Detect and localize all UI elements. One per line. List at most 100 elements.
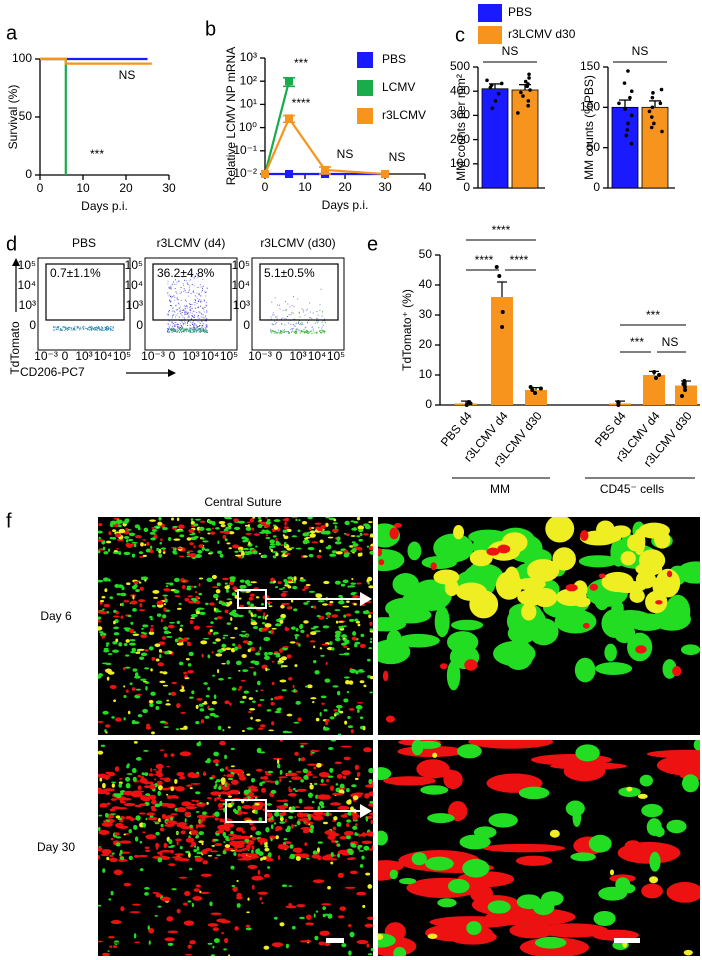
event-dot	[272, 324, 273, 325]
blob	[283, 838, 287, 840]
y-tick-label: 0	[593, 180, 600, 194]
y-axis-label: MM counts per mm²	[454, 74, 468, 181]
blob	[110, 685, 117, 689]
blob	[105, 724, 110, 728]
blob	[187, 784, 192, 786]
event-dot	[187, 308, 188, 309]
blob	[575, 744, 599, 761]
event-dot	[193, 291, 194, 292]
blob	[229, 703, 232, 706]
annotation: ***	[294, 56, 308, 70]
blob	[132, 554, 135, 558]
event-dot	[175, 331, 176, 332]
blob	[344, 831, 354, 836]
blob	[358, 539, 363, 542]
blob	[288, 885, 292, 887]
blob	[360, 680, 365, 683]
blob	[275, 552, 278, 556]
y-tick-label: 20	[419, 337, 433, 351]
blob	[164, 777, 171, 782]
blob	[177, 608, 182, 610]
event-dot	[95, 329, 96, 330]
blob	[96, 626, 102, 630]
blob	[122, 801, 126, 803]
blob	[363, 610, 370, 614]
blob	[201, 874, 212, 877]
blob	[124, 803, 136, 806]
blob	[285, 581, 289, 585]
blob	[141, 577, 143, 580]
blob	[300, 745, 304, 748]
blob	[265, 827, 269, 832]
blob	[149, 700, 153, 703]
event-dot	[276, 332, 277, 333]
blob	[273, 535, 277, 537]
blob	[466, 921, 481, 935]
blob	[330, 785, 334, 790]
blob	[311, 628, 316, 630]
blob	[175, 853, 184, 856]
blob	[342, 770, 351, 775]
blob	[129, 533, 135, 537]
blob	[217, 582, 221, 586]
blob	[344, 676, 350, 678]
blob	[314, 783, 317, 785]
blob	[278, 776, 287, 778]
blob	[224, 700, 229, 704]
blob	[291, 516, 298, 518]
blob	[313, 766, 316, 769]
event-dot	[271, 331, 272, 332]
blob	[283, 534, 285, 537]
blob	[329, 601, 333, 603]
event-dot	[177, 325, 178, 326]
x-tick-label: PBS d4	[438, 409, 475, 449]
blob	[234, 527, 240, 530]
blob	[166, 766, 170, 768]
blob	[278, 618, 284, 620]
blob	[201, 892, 210, 894]
event-dot	[318, 320, 319, 321]
blob	[190, 617, 195, 619]
blob	[124, 883, 131, 887]
blob	[183, 637, 187, 641]
blob	[214, 798, 216, 802]
data-point	[660, 130, 664, 134]
blob	[246, 527, 252, 531]
blob	[142, 831, 145, 833]
event-dot	[62, 330, 63, 331]
event-dot	[97, 328, 98, 329]
event-dot	[195, 302, 196, 303]
blob	[232, 885, 235, 887]
y-tick-label: 10⁵	[232, 258, 250, 272]
event-dot	[276, 316, 277, 317]
event-dot	[174, 297, 175, 298]
blob	[179, 877, 188, 879]
blob	[350, 841, 358, 843]
blob	[178, 530, 183, 532]
blob	[171, 518, 174, 521]
blob	[211, 954, 215, 956]
blob	[367, 917, 374, 920]
blob	[282, 689, 287, 691]
event-dot	[190, 331, 191, 332]
blob	[180, 689, 185, 692]
blob	[432, 753, 437, 758]
event-dot	[201, 291, 202, 292]
blob	[250, 593, 255, 596]
blob	[119, 840, 131, 843]
blob	[278, 855, 280, 860]
event-dot	[204, 300, 205, 301]
event-dot	[325, 322, 326, 323]
blob	[279, 680, 286, 683]
blob	[316, 763, 322, 768]
blob	[370, 630, 376, 632]
blob	[213, 839, 219, 842]
blob	[378, 559, 384, 565]
blob	[272, 661, 275, 663]
event-dot	[273, 331, 274, 332]
blob	[152, 590, 159, 594]
blob	[106, 541, 111, 544]
event-dot	[183, 331, 184, 332]
event-dot	[174, 325, 175, 326]
blob	[302, 521, 307, 524]
